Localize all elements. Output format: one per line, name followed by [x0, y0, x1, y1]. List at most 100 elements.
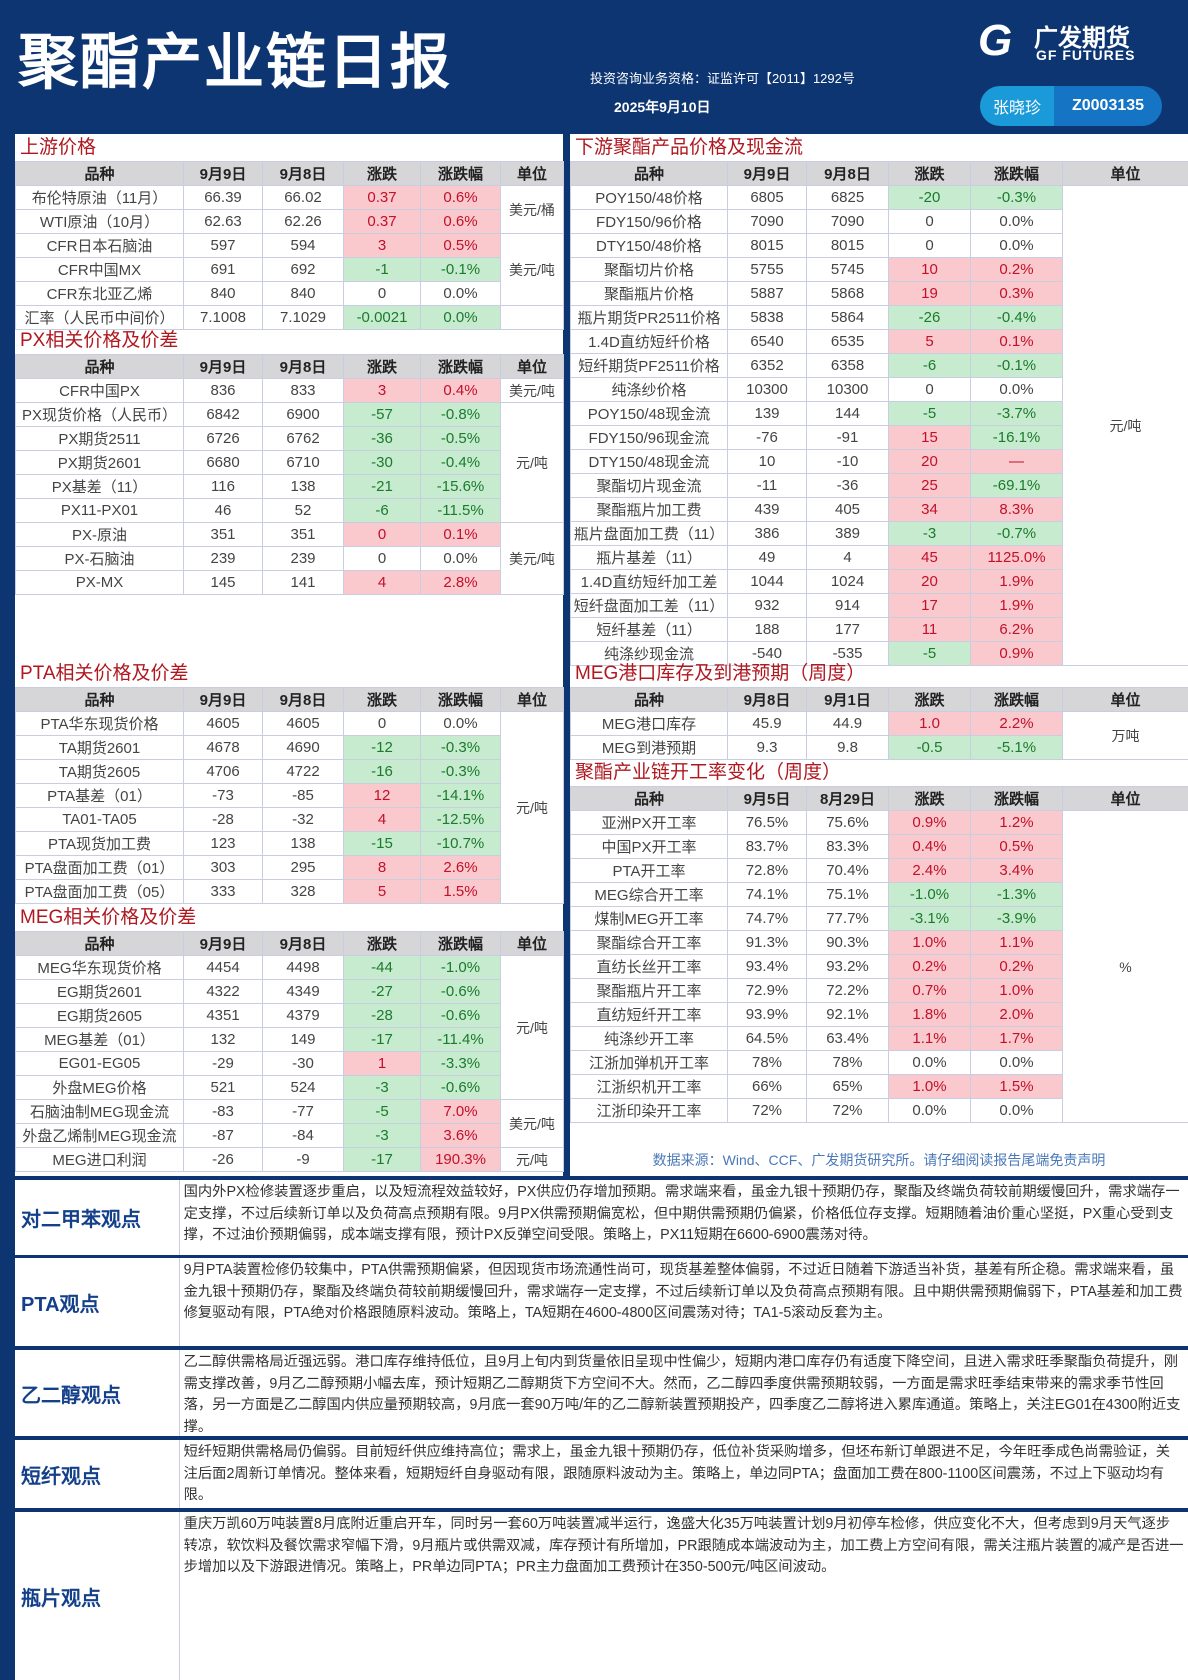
table-row: 外盘MEG价格 521 524 -3 -0.6% [15, 1075, 564, 1100]
change: -12 [343, 735, 421, 760]
change: -5 [888, 641, 971, 666]
value-current: 5755 [727, 257, 807, 282]
change-pct: -3.9% [970, 906, 1063, 931]
change: -1 [343, 257, 421, 282]
change-pct: -11.4% [420, 1027, 501, 1052]
change: -5 [888, 401, 971, 426]
change: 4 [343, 807, 421, 832]
change: 17 [888, 593, 971, 618]
table-row: CFR中国PX 836 833 3 0.4% 美元/吨 [15, 378, 564, 403]
section-title: PX相关价格及价差 [20, 330, 179, 351]
table-row: PX-石脑油 239 239 0 0.0% [15, 546, 564, 571]
change: 0.7% [888, 978, 971, 1003]
item-name: CFR东北亚乙烯 [15, 281, 184, 306]
value-previous: 62.26 [262, 209, 344, 234]
table-row: 江浙织机开工率 66% 65% 1.0% 1.5% [570, 1074, 1188, 1099]
change: 34 [888, 497, 971, 522]
column-header: 单位 [500, 931, 564, 956]
change-pct: 0.0% [970, 209, 1063, 234]
value-previous: 351 [262, 522, 344, 547]
change: 19 [888, 281, 971, 306]
change-pct: 1.1% [970, 930, 1063, 955]
value-previous: 10300 [806, 377, 889, 402]
column-header: 单位 [500, 161, 564, 186]
value-previous: 239 [262, 546, 344, 571]
change-pct: 0.0% [970, 377, 1063, 402]
change-pct: 1.0% [970, 978, 1063, 1003]
value-previous: 4498 [262, 955, 344, 980]
item-name: 亚洲PX开工率 [570, 810, 728, 835]
column-header: 涨跌 [888, 786, 971, 811]
header-row: 品种 9月9日 9月8日 涨跌 涨跌幅 单位 [15, 354, 564, 379]
column-header: 涨跌幅 [970, 786, 1063, 811]
change: -30 [343, 450, 421, 475]
commentary-text: 乙二醇供需格局近强远弱。港口库存维持低位，且9月上旬内到货量依旧呈现中性偏少，短… [183, 1354, 1181, 1435]
change: -17 [343, 1027, 421, 1052]
value-previous: 93.2% [806, 954, 889, 979]
change: 0.9% [888, 810, 971, 835]
value-previous: 78% [806, 1050, 889, 1075]
change: -57 [343, 402, 421, 427]
value-previous: 70.4% [806, 858, 889, 883]
table-row: WTI原油（10月） 62.63 62.26 0.37 0.6% [15, 209, 564, 234]
value-previous: 692 [262, 257, 344, 282]
table-row: EG期货2605 4351 4379 -28 -0.6% [15, 1003, 564, 1028]
item-name: 外盘乙烯制MEG现金流 [15, 1123, 184, 1148]
commentary-label: 乙二醇观点 [15, 1350, 180, 1436]
table-row: 聚酯瓶片价格 5887 5868 19 0.3% [570, 281, 1188, 306]
value-previous: 75.1% [806, 882, 889, 907]
item-name: CFR日本石脑油 [15, 233, 184, 258]
table-row: PX基差（11） 116 138 -21 -15.6% [15, 474, 564, 499]
value-previous: 4690 [262, 735, 344, 760]
change-pct: -14.1% [420, 783, 501, 808]
value-current: 66% [727, 1074, 807, 1099]
value-previous: 7090 [806, 209, 889, 234]
header-row: 品种 9月9日 9月8日 涨跌 涨跌幅 单位 [570, 161, 1188, 186]
table-row: 瓶片基差（11） 49 4 45 1125.0% [570, 545, 1188, 570]
item-name: 纯涤纱价格 [570, 377, 728, 402]
change: 2.4% [888, 858, 971, 883]
downstream-table: 品种 9月9日 9月8日 涨跌 涨跌幅 单位 POY150/48价格 6805 6825 -20-… [570, 161, 1188, 666]
item-name: DTY150/48价格 [570, 233, 728, 258]
value-previous: 295 [262, 855, 344, 880]
rates-section: 聚酯产业链开工率变化（周度） 品种 9月5日 8月29日 涨跌 涨跌幅 单位 亚洲PX开工率 7… [570, 759, 1188, 1123]
unit-cell: % [1062, 810, 1188, 1123]
change-pct: -69.1% [970, 473, 1063, 498]
value-previous: 4605 [262, 711, 344, 736]
commentary-text: 短纤短期供需格局仍偏弱。目前短纤供应维持高位；需求上，虽金九银十预期仍存，低位补… [183, 1444, 1171, 1503]
value-current: 72% [727, 1098, 807, 1123]
change-pct: 0.6% [420, 185, 501, 210]
change: 0 [343, 522, 421, 547]
change-pct: 0.0% [420, 281, 501, 306]
item-name: 直纺长丝开工率 [570, 954, 728, 979]
value-current: 6352 [727, 353, 807, 378]
analyst-id: Z0003135 [1054, 86, 1162, 126]
value-current: 386 [727, 521, 807, 546]
value-previous: -85 [262, 783, 344, 808]
change: 4 [343, 570, 421, 595]
change-pct: 0.0% [970, 1098, 1063, 1123]
item-name: 1.4D直纺短纤价格 [570, 329, 728, 354]
column-header: 单位 [500, 687, 564, 712]
change-pct: -12.5% [420, 807, 501, 832]
table-row: EG01-EG05 -29 -30 1 -3.3% [15, 1051, 564, 1076]
change: 12 [343, 783, 421, 808]
change: -28 [343, 1003, 421, 1028]
change: 0 [343, 546, 421, 571]
column-header: 9月1日 [806, 687, 889, 712]
unit-cell: 元/吨 [500, 955, 564, 1100]
upstream-section: 上游价格 品种 9月9日 9月8日 涨跌 涨跌幅 单位 布伦特原油（11月） 66.39 66.0… [15, 134, 564, 330]
change: 8 [343, 855, 421, 880]
value-current: 691 [183, 257, 263, 282]
item-name: 外盘MEG价格 [15, 1075, 184, 1100]
change-pct: 1125.0% [970, 545, 1063, 570]
change: 0 [888, 209, 971, 234]
downstream-section: 下游聚酯产品价格及现金流 品种 9月9日 9月8日 涨跌 涨跌幅 单位 POY150/48价格… [570, 134, 1188, 666]
value-current: -26 [183, 1147, 263, 1172]
data-source-note: 数据来源：Wind、CCF、广发期货研究所。请仔细阅读报告尾端免责声明 [652, 1152, 1106, 1168]
change: -3.1% [888, 906, 971, 931]
table-row: PX-MX 145 141 4 2.8% [15, 570, 564, 595]
change-pct: 0.0% [970, 1050, 1063, 1075]
table-row: PTA基差（01） -73 -85 12 -14.1% [15, 783, 564, 808]
value-current: 8015 [727, 233, 807, 258]
